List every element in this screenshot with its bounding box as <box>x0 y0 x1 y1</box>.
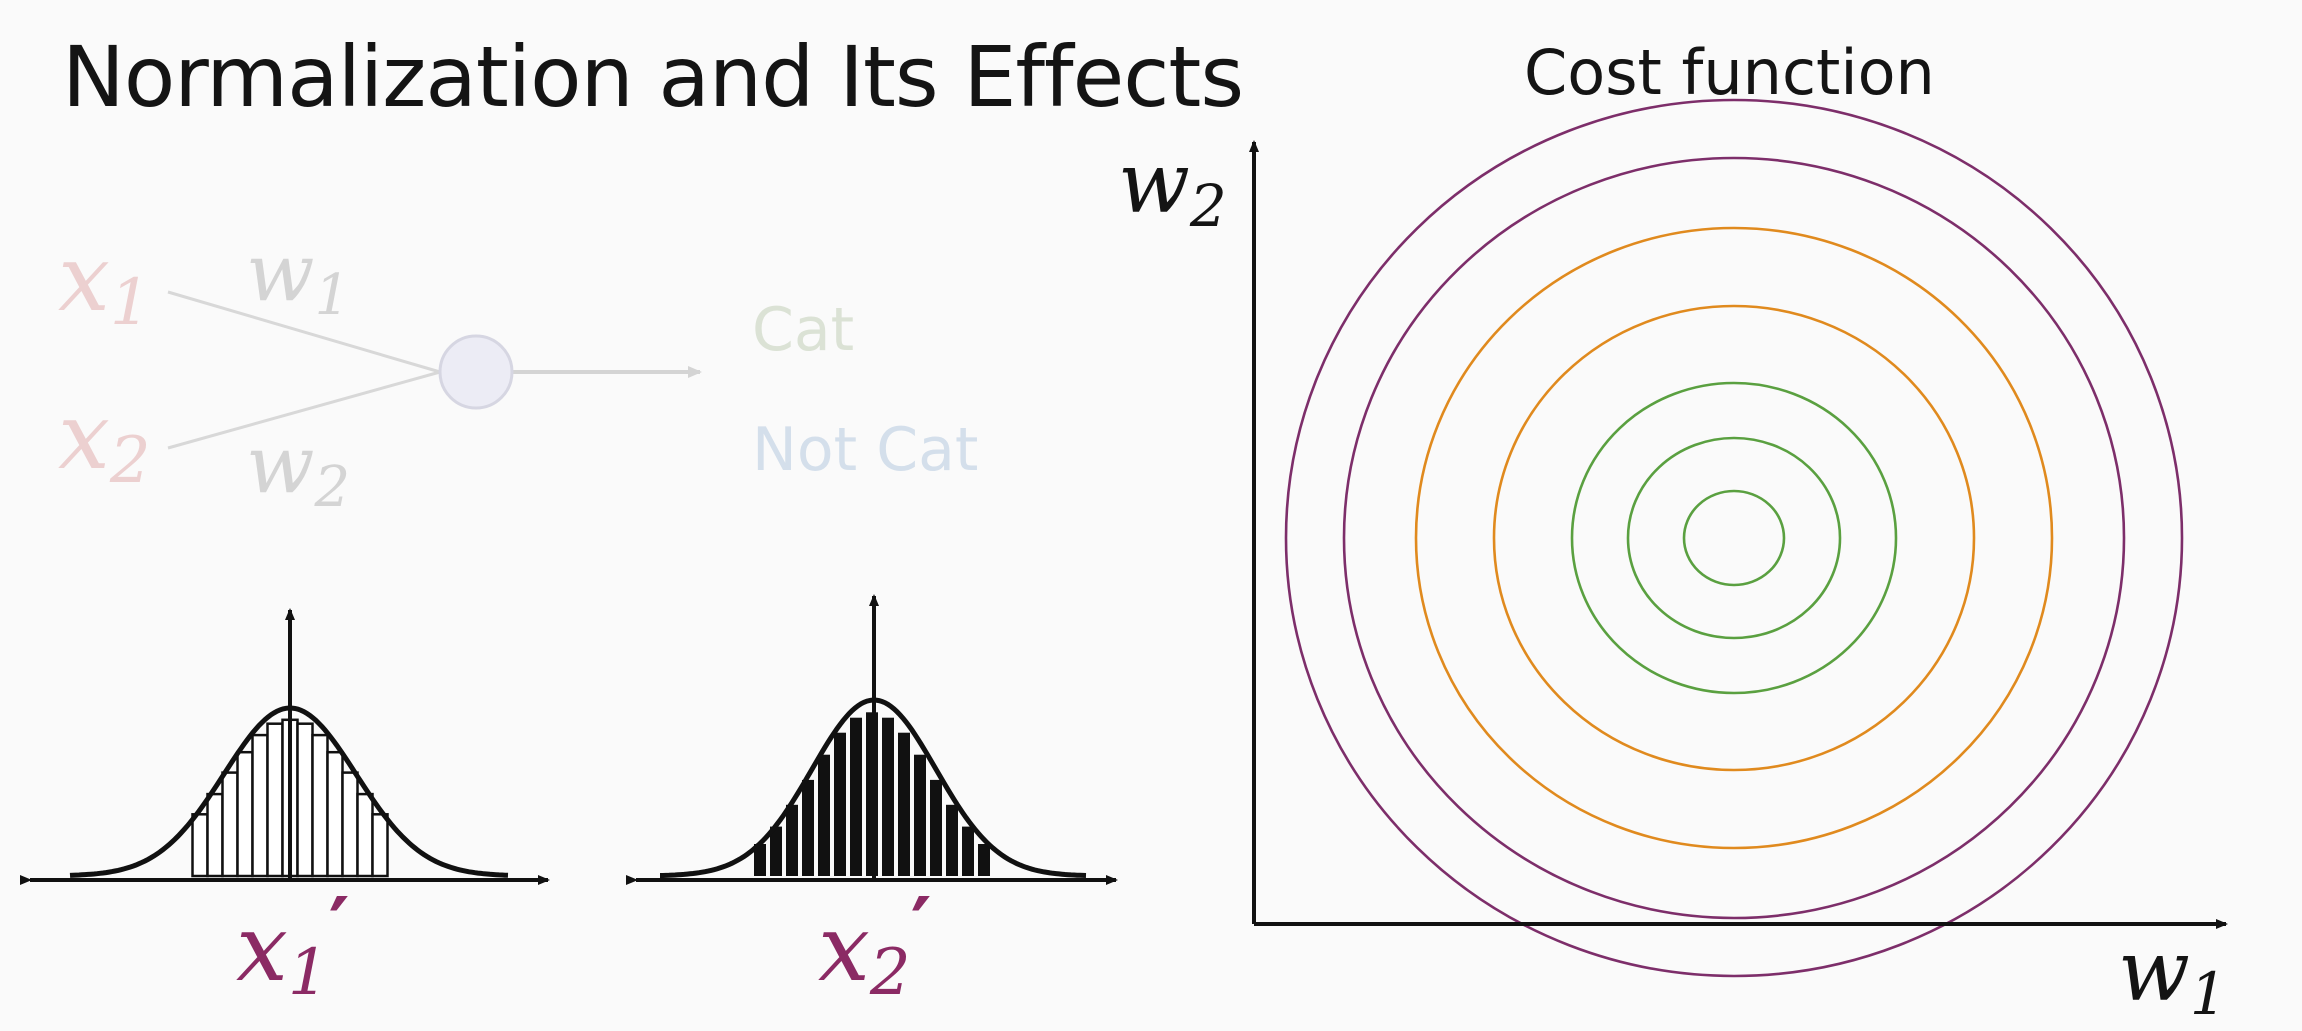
distribution-x1: x1′ <box>20 608 550 1010</box>
histogram-bar <box>311 733 329 878</box>
input-x1-label: x1 <box>58 225 151 340</box>
distribution-x2: x2′ <box>626 594 1118 1010</box>
contour-ring <box>1570 381 1898 695</box>
contour-ring <box>1414 226 2054 850</box>
contour-ring <box>1284 98 2184 978</box>
edge-x1-to-node <box>167 290 441 374</box>
input-x2-label: x2 <box>58 383 151 498</box>
histogram-bar <box>191 813 209 878</box>
histogram-bar <box>850 717 862 876</box>
contour-ring <box>1492 304 1976 772</box>
histogram-bar <box>978 844 990 876</box>
contour-ring <box>1626 436 1842 640</box>
histogram-bar <box>236 750 254 878</box>
weight-w2-label: w2 <box>246 418 350 520</box>
histogram-bar <box>754 844 766 876</box>
histogram-bar <box>882 717 894 876</box>
contour-ring <box>1682 489 1786 587</box>
histogram-bar <box>341 771 359 878</box>
output-cat-label: Cat <box>752 295 854 365</box>
histogram-bar <box>834 732 846 876</box>
output-not-cat-label: Not Cat <box>752 415 978 485</box>
contour-rings <box>1284 98 2184 978</box>
histogram-bar <box>251 733 269 878</box>
histogram-bar <box>296 722 314 878</box>
histogram-bar <box>962 826 974 876</box>
histogram-bar <box>914 754 926 876</box>
histogram-bar <box>326 750 344 878</box>
cost-function-plot: Cost function w2 w1 <box>1118 36 2228 1028</box>
w2-axis-label: w2 <box>1118 134 1227 240</box>
cost-plot-title: Cost function <box>1524 36 1935 109</box>
distribution-x1-label: x1′ <box>236 879 350 1010</box>
histogram-bar <box>371 813 389 878</box>
histogram-bar <box>356 792 374 878</box>
contour-ring <box>1342 156 2126 920</box>
w1-axis-label: w1 <box>2118 922 2227 1028</box>
neuron-node <box>438 334 514 410</box>
histogram-bar <box>898 732 910 876</box>
histogram-bar <box>802 779 814 876</box>
edge-x2-to-node <box>167 370 441 450</box>
faded-network: x1 x2 w1 w2 Cat Not Cat <box>58 225 978 520</box>
histogram-bar <box>786 804 798 876</box>
weight-w1-label: w1 <box>246 226 350 328</box>
histogram-bar <box>946 804 958 876</box>
histogram-bar <box>266 722 284 878</box>
histogram-bar <box>206 792 224 878</box>
page-title: Normalization and Its Effects <box>62 28 1244 126</box>
distribution-x2-label: x2′ <box>818 879 932 1010</box>
histogram-bar <box>930 779 942 876</box>
histogram-bar <box>818 754 830 876</box>
histogram-bar <box>770 826 782 876</box>
histogram-bar <box>221 771 239 878</box>
